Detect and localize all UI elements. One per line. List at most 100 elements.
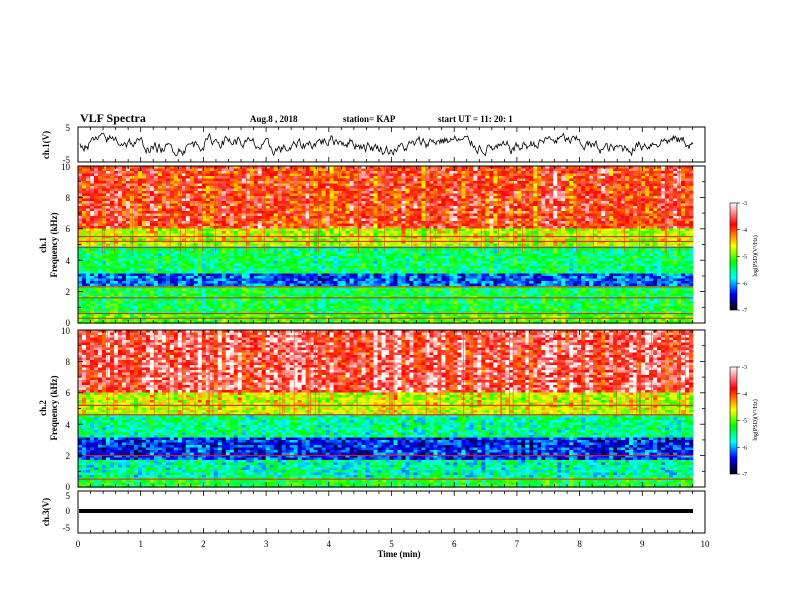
spectrogram-cell <box>210 169 214 172</box>
spectrogram-cell <box>386 179 390 182</box>
spectrogram-cell <box>258 184 262 187</box>
spectrogram-cell <box>190 191 194 194</box>
spectrogram-cell <box>517 189 521 192</box>
spectrogram-cell <box>298 169 302 172</box>
spectrogram-cell <box>501 194 505 197</box>
spectrogram-cell <box>401 194 405 197</box>
spectrogram-cell <box>166 186 170 189</box>
spectrogram-cell <box>310 171 314 174</box>
spectrogram-cell <box>581 176 585 179</box>
spectrogram-cell <box>561 189 565 192</box>
spectrogram-cell <box>645 176 649 179</box>
spectrogram-cell <box>445 189 449 192</box>
spectrogram-cell <box>505 191 509 194</box>
spectrogram-cell <box>557 191 561 194</box>
spectrogram-cell <box>617 171 621 174</box>
spectrogram-cell <box>234 171 238 174</box>
spectrogram-cell <box>78 186 82 189</box>
spectrogram-cell <box>162 191 166 194</box>
spectrogram-cell <box>469 179 473 182</box>
spectrogram-cell <box>254 191 258 194</box>
spectrogram-cell <box>617 189 621 192</box>
spectrogram-cell <box>290 171 294 174</box>
spectrogram-cell <box>238 194 242 197</box>
spectrogram-cell <box>386 184 390 187</box>
spectrogram-cell <box>645 169 649 172</box>
spectrogram-cell <box>78 184 82 187</box>
spectrogram-cell <box>489 174 493 177</box>
spectrogram-cell <box>661 174 665 177</box>
spectrogram-cell <box>505 174 509 177</box>
spectrogram-cell <box>649 191 653 194</box>
spectrogram-cell <box>274 174 278 177</box>
spectrogram-cell <box>298 184 302 187</box>
spectrogram-cell <box>549 189 553 192</box>
spectrogram-cell <box>178 186 182 189</box>
spectrogram-cell <box>437 181 441 184</box>
spectrogram-cell <box>669 171 673 174</box>
spectrogram-cell <box>282 194 286 197</box>
spectrogram-cell <box>689 184 693 187</box>
spectrogram-cell <box>90 179 94 182</box>
spectrogram-cell <box>198 184 202 187</box>
spectrogram-cell <box>378 186 382 189</box>
spectrogram-cell <box>278 181 282 184</box>
spectrogram-cell <box>310 189 314 192</box>
spectrogram-cell <box>142 174 146 177</box>
spectrogram-cell <box>298 171 302 174</box>
spectrogram-cell <box>389 189 393 192</box>
spectrogram-cell <box>106 186 110 189</box>
spectrogram-cell <box>517 194 521 197</box>
spectrogram-cell <box>226 169 230 172</box>
spectrogram-cell <box>453 171 457 174</box>
spectrogram-cell <box>310 184 314 187</box>
spectrogram-cell <box>354 174 358 177</box>
spectrogram-cell <box>326 171 330 174</box>
spectrogram-cell <box>397 169 401 172</box>
spectrogram-cell <box>238 174 242 177</box>
spectrogram-cell <box>350 194 354 197</box>
spectrogram-cell <box>342 176 346 179</box>
spectrogram-cell <box>342 189 346 192</box>
spectrogram-cell <box>545 179 549 182</box>
spectrogram-cell <box>366 194 370 197</box>
spectrogram-cell <box>134 174 138 177</box>
spectrogram-cell <box>126 186 130 189</box>
spectrogram-cell <box>186 171 190 174</box>
spectrogram-cell <box>625 179 629 182</box>
spectrogram-cell <box>274 191 278 194</box>
spectrogram-cell <box>497 176 501 179</box>
spectrogram-cell <box>190 181 194 184</box>
spectrogram-cell <box>541 189 545 192</box>
spectrogram-cell <box>661 179 665 182</box>
spectrogram-cell <box>226 179 230 182</box>
spectrogram-cell <box>461 176 465 179</box>
spectrogram-cell <box>601 179 605 182</box>
spectrogram-cell <box>186 169 190 172</box>
spectrogram-cell <box>230 186 234 189</box>
spectrogram-cell <box>685 171 689 174</box>
spectrogram-cell <box>417 186 421 189</box>
spectrogram-cell <box>473 179 477 182</box>
spectrogram-cell <box>589 194 593 197</box>
spectrogram-cell <box>597 174 601 177</box>
spectrogram-cell <box>685 176 689 179</box>
spectrogram-cell <box>617 179 621 182</box>
spectrogram-cell <box>601 184 605 187</box>
spectrogram-cell <box>82 189 86 192</box>
spectrogram-cell <box>533 184 537 187</box>
spectrogram-cell <box>210 179 214 182</box>
spectrogram-cell <box>509 179 513 182</box>
spectrogram-cell <box>362 186 366 189</box>
spectrogram-cell <box>533 191 537 194</box>
spectrogram-cell <box>669 184 673 187</box>
spectrogram-cell <box>198 186 202 189</box>
spectrogram-cell <box>178 174 182 177</box>
spectrogram-cell <box>138 191 142 194</box>
spectrogram-cell <box>465 186 469 189</box>
spectrogram-cell <box>465 179 469 182</box>
spectrogram-cell <box>82 171 86 174</box>
spectrogram-cell <box>649 171 653 174</box>
spectrogram-cell <box>405 174 409 177</box>
spectrogram-cell <box>282 189 286 192</box>
